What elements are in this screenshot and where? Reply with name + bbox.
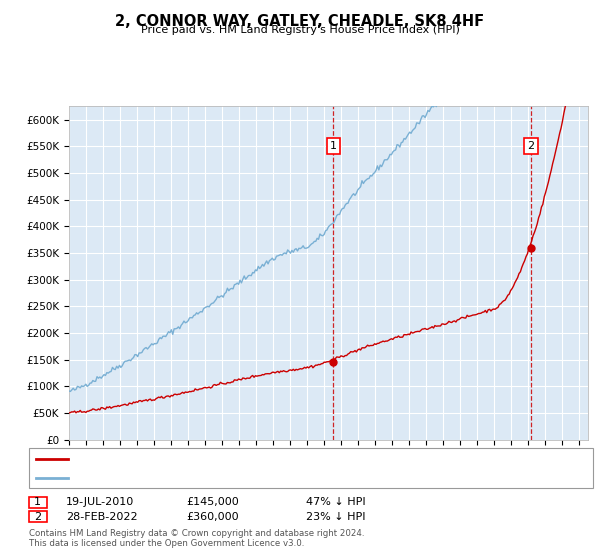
Text: HPI: Average price, detached house, Stockport: HPI: Average price, detached house, Stoc…	[72, 473, 304, 483]
Text: 2: 2	[527, 141, 535, 151]
Text: 2, CONNOR WAY, GATLEY, CHEADLE, SK8 4HF: 2, CONNOR WAY, GATLEY, CHEADLE, SK8 4HF	[115, 14, 485, 29]
Text: 23% ↓ HPI: 23% ↓ HPI	[306, 512, 365, 522]
Text: £360,000: £360,000	[186, 512, 239, 522]
Text: 47% ↓ HPI: 47% ↓ HPI	[306, 497, 365, 507]
Text: 28-FEB-2022: 28-FEB-2022	[66, 512, 137, 522]
Text: 1: 1	[34, 497, 41, 507]
Text: 19-JUL-2010: 19-JUL-2010	[66, 497, 134, 507]
Text: Contains HM Land Registry data © Crown copyright and database right 2024.
This d: Contains HM Land Registry data © Crown c…	[29, 529, 364, 548]
Text: £145,000: £145,000	[186, 497, 239, 507]
Text: 2: 2	[34, 512, 41, 522]
Text: 1: 1	[330, 141, 337, 151]
Text: 2, CONNOR WAY, GATLEY, CHEADLE, SK8 4HF (detached house): 2, CONNOR WAY, GATLEY, CHEADLE, SK8 4HF …	[72, 454, 389, 464]
Text: Price paid vs. HM Land Registry's House Price Index (HPI): Price paid vs. HM Land Registry's House …	[140, 25, 460, 35]
